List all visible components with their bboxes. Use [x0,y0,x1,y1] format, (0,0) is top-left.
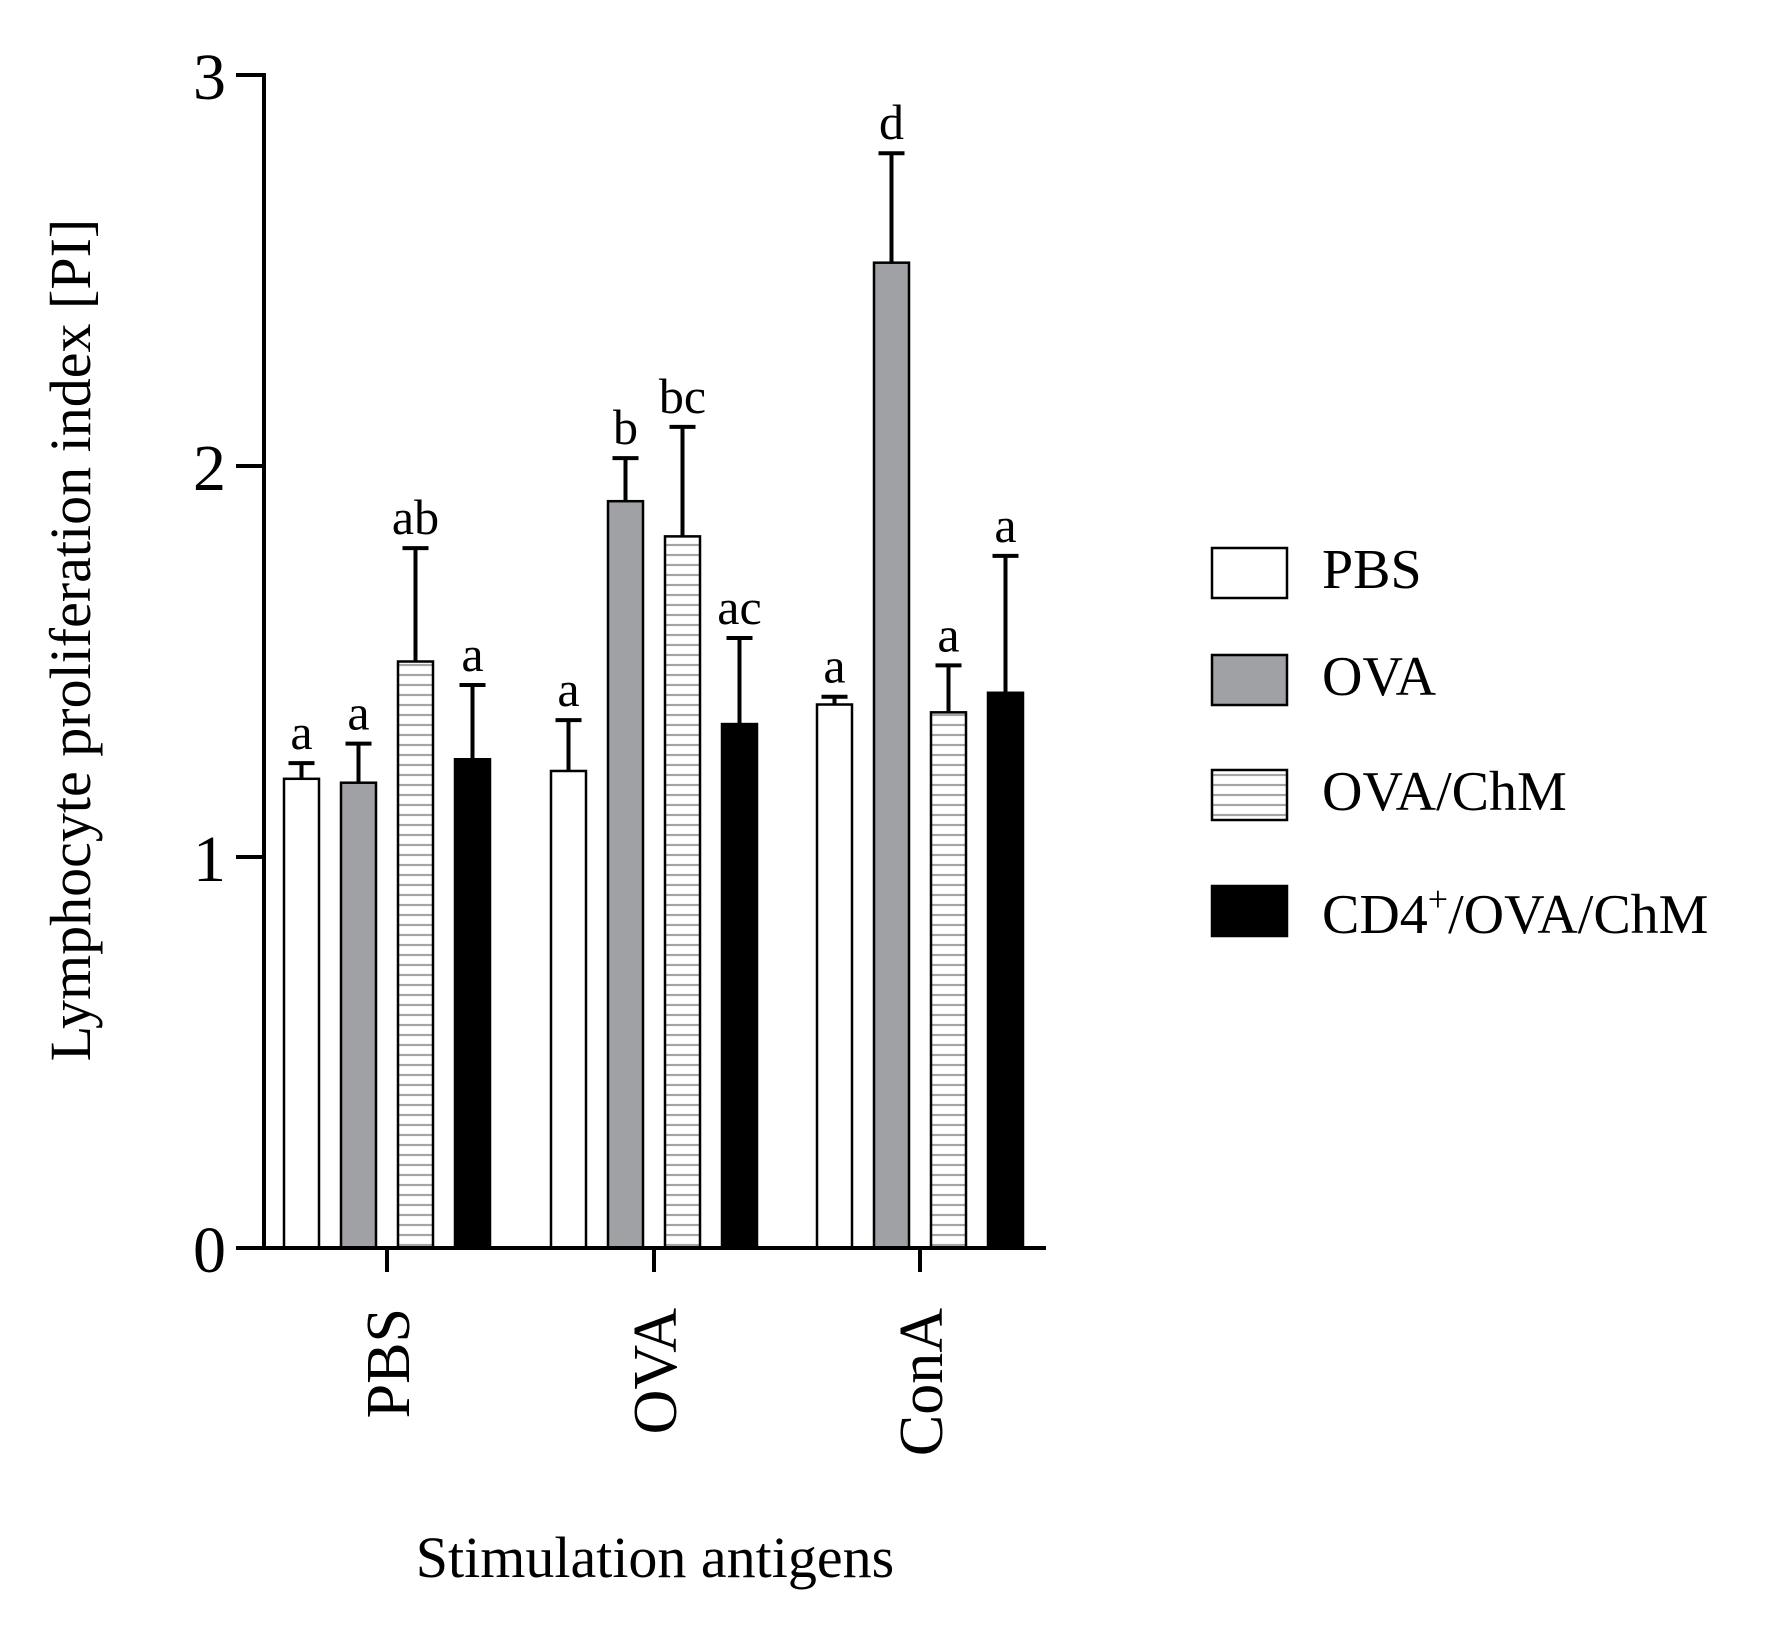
y-tick-label: 3 [193,41,226,114]
bar [929,711,968,1250]
legend-label: OVA/ChM [1322,761,1567,823]
bar [453,758,492,1250]
x-tick-label: OVA [622,1308,690,1435]
significance-letter: a [994,497,1016,553]
bar [339,781,378,1250]
bar [606,499,645,1250]
significance-letter: d [879,94,904,150]
significance-letter: a [347,685,369,741]
legend: PBS OVA OVA/ChM CD4+/OVA/ChM [1210,539,1708,946]
significance-letter: ab [392,489,439,545]
y-tick-label: 1 [193,823,226,896]
significance-letter: a [937,606,959,662]
legend-label: PBS [1322,539,1422,601]
bar [282,777,321,1250]
significance-letter: a [461,626,483,682]
y-axis-label: Lymphocyte proliferation index [PI] [38,219,103,1061]
x-tick-label: PBS [355,1308,423,1418]
x-axis: PBS OVA ConA [262,1246,1046,1456]
legend-label-rest: /OVA/ChM [1448,884,1708,946]
legend-label: OVA [1322,646,1437,708]
bar [663,535,702,1250]
bar [396,660,435,1250]
significance-letter: b [613,399,638,455]
x-axis-label: Stimulation antigens [416,1525,894,1590]
significance-letter: a [290,704,312,760]
legend-label: CD4+/OVA/ChM [1322,879,1708,946]
legend-swatch [1210,768,1289,822]
y-tick-label: 0 [193,1214,226,1287]
y-tick-label: 2 [193,432,226,505]
significance-letter: a [557,661,579,717]
legend-label-main: CD4 [1322,884,1428,946]
bar [720,722,759,1250]
legend-swatch [1210,546,1289,600]
significance-letter: bc [659,368,706,424]
y-axis: 0 1 2 3 [193,41,266,1287]
x-tick-label: ConA [888,1308,956,1456]
legend-swatch [1210,884,1289,938]
bar [815,703,854,1250]
significance-letter: a [823,638,845,694]
bar [872,261,911,1250]
bar [549,769,588,1250]
bar [986,691,1025,1250]
legend-label-superscript: + [1428,879,1448,919]
significance-letter: ac [717,579,761,635]
legend-swatch [1210,653,1289,707]
